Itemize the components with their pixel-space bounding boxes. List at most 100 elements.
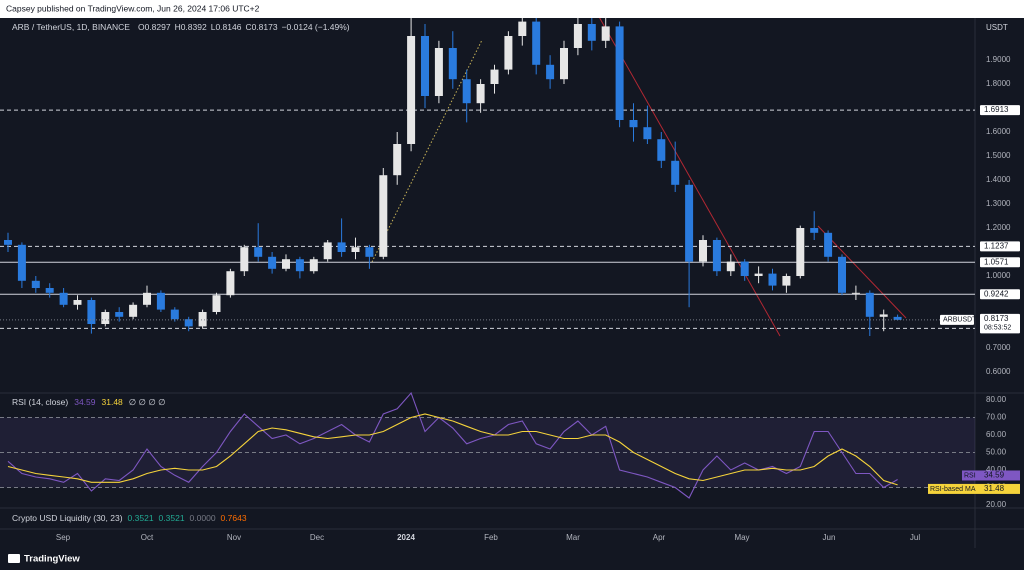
candle-body bbox=[45, 288, 54, 293]
rsi-extra: ∅ ∅ ∅ ∅ bbox=[129, 397, 166, 407]
time-label: Mar bbox=[566, 533, 580, 542]
candle-body bbox=[699, 240, 707, 262]
price-tick-label: 1.9000 bbox=[986, 55, 1011, 64]
candle-body bbox=[893, 316, 902, 320]
candle-body bbox=[295, 259, 304, 272]
ohlc-letter: H bbox=[175, 22, 181, 32]
price-tick-label: 1.6000 bbox=[986, 127, 1011, 136]
rsi-tick-label: 50.00 bbox=[986, 448, 1007, 457]
candle-body bbox=[629, 120, 638, 128]
unit-label: USDT bbox=[986, 23, 1008, 32]
rsi-tick-label: 80.00 bbox=[986, 395, 1007, 404]
candle-body bbox=[226, 271, 235, 296]
trend-line bbox=[817, 225, 907, 319]
change: −0.0124 (−1.49%) bbox=[282, 22, 350, 32]
candle-body bbox=[115, 312, 124, 317]
candle-body bbox=[490, 69, 499, 85]
price-tick-label: 1.5000 bbox=[986, 151, 1011, 160]
header-text: Capsey published on TradingView.com, Jun… bbox=[6, 3, 260, 13]
candle-body bbox=[87, 300, 96, 325]
candle-body bbox=[268, 256, 277, 269]
candle-body bbox=[282, 259, 290, 269]
candle-body bbox=[254, 247, 263, 257]
series-name: RSI bbox=[964, 472, 976, 479]
open-value: 0.8297 bbox=[145, 22, 171, 32]
symbol-label: ARBUSDT bbox=[943, 317, 977, 324]
last-price-tag bbox=[980, 313, 1020, 333]
candle-body bbox=[448, 48, 457, 80]
candle-body bbox=[824, 232, 833, 257]
candle-body bbox=[434, 48, 443, 97]
symbol-tag bbox=[940, 314, 974, 325]
time-label: Apr bbox=[653, 533, 666, 542]
axes: 1.9000 1.8000 1.6000 1.5000 1.4000 1.3000 1.20… bbox=[56, 55, 1020, 542]
series-value-tag bbox=[978, 470, 1020, 481]
candle-body bbox=[365, 247, 374, 257]
candle-body bbox=[351, 247, 360, 253]
rsi-line bbox=[7, 413, 898, 486]
trend-line bbox=[599, 18, 781, 337]
candle-body bbox=[393, 144, 402, 176]
price-tick-label: 1.4000 bbox=[986, 175, 1011, 184]
series-value-tag bbox=[978, 483, 1020, 494]
price-tick-label: 1.8000 bbox=[986, 79, 1011, 88]
series-name-tag bbox=[962, 470, 978, 481]
candle-body bbox=[379, 175, 388, 257]
rsi-title: RSI (14, close) bbox=[12, 397, 68, 407]
last-price-label: 0.8173 bbox=[984, 314, 1009, 323]
rsi-pane bbox=[0, 391, 975, 499]
time-label: Jul bbox=[910, 533, 920, 542]
candle-body bbox=[587, 24, 596, 41]
candle-body bbox=[865, 292, 874, 317]
candle-body bbox=[462, 79, 471, 104]
level-label: 1.1237 bbox=[984, 241, 1009, 250]
time-label: Feb bbox=[484, 533, 498, 542]
ohlc-letter: O bbox=[138, 22, 145, 32]
candle-body bbox=[657, 139, 666, 161]
liquidity-value: 0.3521 bbox=[128, 513, 154, 523]
candle-body bbox=[546, 64, 555, 80]
candle-body bbox=[17, 244, 26, 281]
liquidity-title: Crypto USD Liquidity (30, 23) bbox=[12, 513, 123, 523]
time-label: 2024 bbox=[397, 533, 415, 542]
candle-body bbox=[337, 242, 346, 253]
series-value: 34.59 bbox=[984, 471, 1005, 480]
candle-body bbox=[31, 280, 40, 289]
candle-body bbox=[560, 48, 568, 80]
candle-body bbox=[156, 292, 165, 310]
price-tick-label: 1.2000 bbox=[986, 223, 1011, 232]
time-label: Dec bbox=[310, 533, 324, 542]
candle-body bbox=[143, 292, 151, 305]
rsi-tick-label: 20.00 bbox=[986, 500, 1007, 509]
candle-body bbox=[407, 36, 416, 145]
trend-line bbox=[371, 39, 483, 263]
candle-body bbox=[879, 314, 888, 317]
time-label: Jun bbox=[823, 533, 836, 542]
ohlc-letter: C bbox=[245, 22, 251, 32]
candle-body bbox=[851, 292, 860, 294]
level-tag bbox=[980, 289, 1020, 300]
candle-body bbox=[754, 273, 763, 277]
candle-body bbox=[323, 242, 332, 260]
time-label: Sep bbox=[56, 533, 71, 542]
price-pane bbox=[0, 18, 975, 337]
countdown: 08:53:52 bbox=[984, 325, 1011, 332]
level-tag bbox=[980, 241, 1020, 252]
time-label: Oct bbox=[141, 533, 154, 542]
brand: TradingView bbox=[24, 554, 80, 565]
candle-body bbox=[309, 259, 318, 272]
level-label: 1.6913 bbox=[984, 105, 1009, 114]
candle-body bbox=[601, 26, 610, 41]
candle-body bbox=[740, 261, 749, 277]
candle-body bbox=[726, 261, 735, 272]
candle-body bbox=[504, 36, 513, 70]
candle-body bbox=[573, 24, 582, 49]
candle-body bbox=[643, 127, 652, 140]
rsi-tick-label: 70.00 bbox=[986, 413, 1007, 422]
series-value: 31.48 bbox=[984, 484, 1005, 493]
level-tag bbox=[980, 257, 1020, 268]
candle-body bbox=[838, 256, 846, 293]
symbol-legend: ARB / TetherUS, 1D, BINANCE O0.8297 H0.839… bbox=[12, 22, 350, 32]
